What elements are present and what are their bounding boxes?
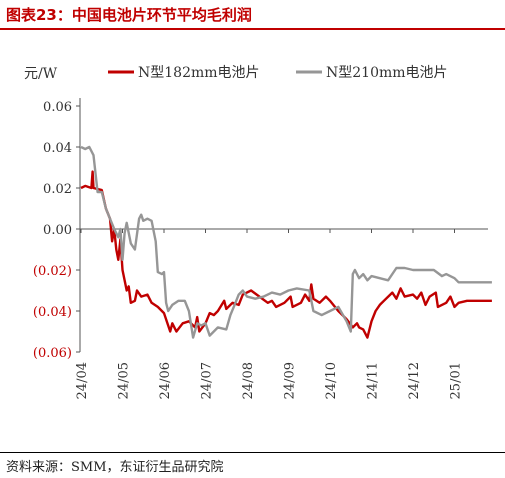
x-tick-label: 25/01 <box>449 362 464 399</box>
series-line <box>80 170 492 339</box>
x-tick-label: 24/10 <box>324 362 339 399</box>
legend-label: N型182mm电池片 <box>138 65 260 81</box>
x-tick-label: 24/12 <box>407 362 422 399</box>
y-tick-label: (0.04) <box>33 305 72 320</box>
y-tick-label: (0.06) <box>33 346 72 361</box>
y-tick-label: 0.06 <box>43 100 72 115</box>
y-axis-unit-label: 元/W <box>24 66 58 82</box>
source-note: 资料来源：SMM，东证衍生品研究院 <box>6 460 224 475</box>
y-tick-label: (0.02) <box>33 264 72 279</box>
x-tick-label: 24/04 <box>75 362 90 399</box>
legend-label: N型210mm电池片 <box>326 65 448 81</box>
series-line <box>80 145 492 339</box>
x-tick-label: 24/05 <box>117 362 132 399</box>
x-tick-label: 24/07 <box>200 362 215 399</box>
x-tick-label: 24/08 <box>241 362 256 399</box>
y-tick-label: 0.00 <box>43 223 72 238</box>
y-tick-label: 0.04 <box>43 141 72 156</box>
figure-title: 图表23：中国电池片环节平均毛利润 <box>6 6 252 24</box>
x-tick-label: 24/06 <box>158 362 173 399</box>
title-rule <box>0 28 505 30</box>
x-tick-label: 24/11 <box>366 362 381 399</box>
y-tick-label: 0.02 <box>43 182 72 197</box>
x-tick-label: 24/09 <box>283 362 298 399</box>
line-chart: 元/W N型182mm电池片 N型210mm电池片 0.06 0.04 0.02 0.00 (… <box>24 65 492 399</box>
source-rule <box>0 452 505 453</box>
